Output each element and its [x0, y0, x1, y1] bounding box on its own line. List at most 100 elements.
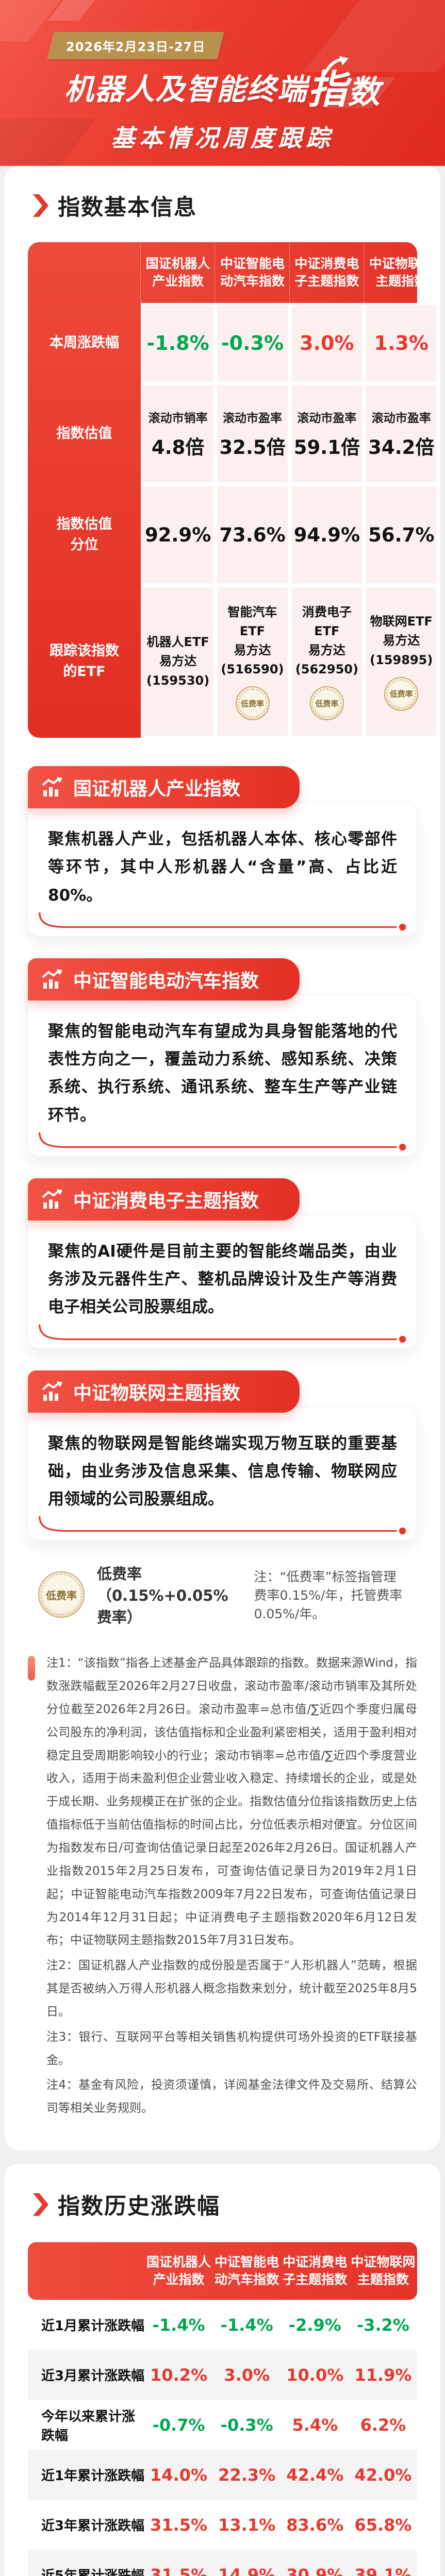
index-section-ev: 中证智能电动汽车指数 聚焦的智能电动汽车有望成为具身智能落地的代表性方向之一，覆…: [28, 958, 417, 1157]
table-cell: 3.0%: [289, 303, 365, 383]
percentile-value: 94.9%: [293, 523, 360, 546]
row-label: 本周涨跌幅: [49, 334, 119, 351]
low-fee-badge-icon: 低费率: [384, 676, 419, 711]
etf-name: 机器人ETF 易方达 (159530): [146, 635, 210, 688]
change-value: 6.2%: [360, 2415, 406, 2435]
table-cell: 56.7%: [364, 484, 439, 585]
index-section-robot: 国证机器人产业指数 聚焦机器人产业，包括机器人本体、核心零部件等环节，其中人形机…: [28, 766, 417, 937]
section-title-basic-info: 指数基本信息: [5, 190, 440, 222]
low-fee-badge-icon: 低费率: [38, 1571, 85, 1618]
change-value: 3.0%: [224, 2365, 270, 2385]
change-value: 14.0%: [150, 2465, 208, 2485]
page-title-line1: 机器人及智能终端指数: [0, 56, 445, 111]
change-value: -1.4%: [220, 2315, 273, 2335]
footnotes-block: 注1：“该指数”指各上述基金产品具体跟踪的指数。数据来源Wind，指数涨跌幅截至…: [28, 1652, 417, 2122]
row-label: 近1月累计涨跌幅: [41, 2318, 145, 2334]
title-text: 机器人及智能终端: [64, 73, 308, 107]
valuation-value: 34.2倍: [368, 436, 435, 459]
decor-tail-line: [39, 1324, 406, 1343]
etf-name: 物联网ETF 易方达 (159895): [370, 614, 433, 667]
row-label: 今年以来累计涨跌幅: [41, 2409, 136, 2444]
index-section-consumer-electronics: 中证消费电子主题指数 聚焦的AI硬件是目前主要的智能终端品类，由业务涉及元器件生…: [28, 1178, 417, 1349]
percentile-value: 73.6%: [219, 523, 286, 546]
title-accent-char2: 数: [348, 73, 381, 111]
change-value: 14.9%: [218, 2565, 276, 2576]
index-section-title: 中证消费电子主题指数: [73, 1190, 259, 1212]
change-value: 22.3%: [218, 2465, 276, 2485]
table-cell: 92.9%: [140, 484, 216, 585]
table-cell: 滚动市盈率 32.5倍: [215, 383, 290, 484]
index-section-title: 中证物联网主题指数: [73, 1382, 241, 1404]
valuation-value: 32.5倍: [219, 436, 286, 459]
date-range-badge: 2026年2月23日-27日: [47, 32, 224, 59]
decor-tail-line: [39, 912, 406, 930]
chevron-icon: [33, 2193, 48, 2216]
table-cell: 滚动市盈率 34.2倍: [364, 383, 439, 484]
index-section-header: 中证消费电子主题指数: [28, 1178, 300, 1221]
chart-trend-icon: [42, 969, 62, 989]
table-label-column-bg: [28, 242, 141, 738]
row-label: 近3月累计涨跌幅: [41, 2368, 145, 2384]
index-section-title: 国证机器人产业指数: [73, 778, 241, 800]
weekly-change-value: 1.3%: [374, 332, 428, 354]
index-section-text: 聚焦机器人产业，包括机器人本体、核心零部件等环节，其中人形机器人“含量”高、占比…: [48, 830, 397, 905]
row-label: 近5年累计涨跌幅: [28, 2565, 145, 2576]
index-section-text: 聚焦的智能电动汽车有望成为具身智能落地的代表性方向之一，覆盖动力系统、感知系统、…: [48, 1022, 397, 1125]
change-value: -0.3%: [220, 2415, 273, 2435]
valuation-metric: 滚动市盈率: [371, 412, 431, 425]
change-value: -1.4%: [152, 2315, 205, 2335]
table-row: 今年以来累计涨跌幅 -0.7% -0.3% 5.4% 6.2%: [28, 2400, 417, 2450]
table-cell: 智能汽车ETF 易方达 (516590) 低费率: [215, 585, 290, 738]
table-cell: 物联网ETF 易方达 (159895) 低费率: [364, 585, 439, 738]
low-fee-label: 低费率（0.15%+0.05%费率）: [97, 1565, 228, 1626]
table-corner-cell: [28, 242, 141, 303]
title-accent-char: 指: [307, 66, 348, 112]
table-cell: 机器人ETF 易方达 (159530): [140, 585, 216, 738]
low-fee-legend: 低费率 低费率（0.15%+0.05%费率） 注：“低费率”标签指管理费率0.1…: [38, 1562, 407, 1627]
valuation-metric: 滚动市盈率: [223, 412, 282, 425]
footnotes-text: 注1：“该指数”指各上述基金产品具体跟踪的指数。数据来源Wind，指数涨跌幅截至…: [46, 1652, 417, 2122]
index-section-text: 聚焦的物联网是智能终端实现万物互联的重要基础，由业务涉及信息采集、信息传输、物联…: [48, 1434, 397, 1509]
chevron-icon: [33, 194, 48, 217]
index-section-text: 聚焦的AI硬件是目前主要的智能终端品类，由业务涉及元器件生产、整机品牌设计及生产…: [48, 1242, 397, 1317]
change-value: 10.0%: [286, 2365, 344, 2385]
decor-tail-line: [39, 1516, 406, 1535]
chart-trend-icon: [42, 777, 62, 796]
note-marker: [28, 1656, 35, 1681]
valuation-metric: 滚动市销率: [148, 412, 208, 425]
low-fee-badge-icon: 低费率: [235, 686, 270, 721]
footnote: 注2：国证机器人产业指数的成份股是否属于“人形机器人”范畴，根据其是否被纳入万得…: [46, 1959, 417, 2019]
table-row: 近3月累计涨跌幅 10.2% 3.0% 10.0% 11.9%: [28, 2350, 417, 2400]
change-value: 65.8%: [354, 2515, 412, 2535]
table-cell: -1.8%: [140, 303, 216, 383]
change-value: 30.9%: [286, 2565, 344, 2576]
table-row: 近1月累计涨跌幅 -1.4% -1.4% -2.9% -3.2%: [28, 2300, 417, 2350]
row-label: 指数估值: [56, 425, 112, 442]
table-cell: 消费电子ETF 易方达 (562950) 低费率: [289, 585, 365, 738]
column-header: 中证智能电 动汽车指数: [215, 2255, 279, 2287]
date-range-text: 2026年2月23日-27日: [66, 40, 206, 54]
index-section-iot: 中证物联网主题指数 聚焦的物联网是智能终端实现万物互联的重要基础，由业务涉及信息…: [28, 1370, 417, 1541]
history-card: 指数历史涨跌幅 国证机器人 产业指数 中证智能电 动汽车指数 中证消费电 子主题指数…: [5, 2164, 440, 2576]
valuation-value: 4.8倍: [151, 436, 205, 459]
change-value: 11.9%: [354, 2365, 412, 2385]
table-row: 近1年累计涨跌幅 14.0% 22.3% 42.4% 42.0%: [28, 2450, 417, 2500]
index-section-body: 聚焦的AI硬件是目前主要的智能终端品类，由业务涉及元器件生产、整机品牌设计及生产…: [28, 1214, 417, 1349]
basic-info-card: 指数基本信息 国证机器人 产业指数 中证智能电 动汽车指数 中证消费电 子主题指数中…: [5, 166, 440, 2151]
row-label: 近1年累计涨跌幅: [41, 2468, 145, 2484]
index-section-title: 中证智能电动汽车指数: [73, 970, 259, 992]
column-header: 中证物联网 主题指数: [351, 2255, 416, 2287]
up-arrow-icon: [323, 56, 349, 75]
decor-tail-line: [39, 1132, 406, 1150]
table-cell: 滚动市盈率 59.1倍: [289, 383, 365, 484]
change-value: 83.6%: [286, 2515, 344, 2535]
footnote: 注4：基金有风险，投资须谨慎，详阅基金法律文件及交易所、结算公司等相关业务规则。: [46, 2078, 417, 2115]
change-value: 10.2%: [150, 2365, 208, 2385]
section-title-text: 指数历史涨跌幅: [58, 2194, 220, 2220]
table-cell: -0.3%: [215, 303, 290, 383]
etf-name: 消费电子ETF 易方达 (562950): [295, 604, 358, 677]
column-header: 中证消费电 子主题指数: [290, 242, 364, 303]
change-value: 42.0%: [354, 2465, 412, 2485]
section-title-text: 指数基本信息: [58, 195, 197, 221]
table-cell: 94.9%: [289, 484, 365, 585]
